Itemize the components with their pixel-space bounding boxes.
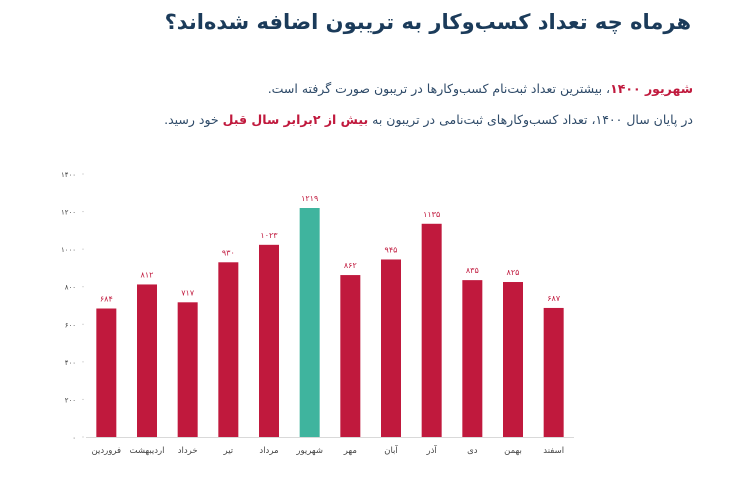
bar-value-label: ۸۲۵ [507, 268, 520, 277]
bar [381, 259, 401, 437]
y-tick-label: ۴۰۰ [65, 359, 76, 367]
y-tick-label: ۲۰۰ [65, 396, 76, 404]
x-tick-label: شهریور [295, 446, 323, 456]
bar-value-label: ۱۰۲۳ [260, 231, 278, 240]
note-line-2: در پایان سال ۱۴۰۰، تعداد کسب‌وکارهای ثبت… [164, 112, 693, 127]
bar-value-label: ۷۱۷ [181, 288, 195, 297]
y-tick-label: ۱۰۰۰ [61, 246, 76, 254]
note-line-1: شهریور ۱۴۰۰، بیشترین تعداد ثبت‌نام کسب‌و… [268, 81, 693, 96]
bar [462, 280, 483, 437]
bar [177, 302, 198, 437]
bar [259, 244, 279, 437]
bar [218, 262, 239, 437]
x-tick-label: بهمن [504, 446, 522, 456]
bar-value-label: ۹۳۰ [222, 248, 235, 257]
x-tick-label: فروردین [92, 446, 122, 456]
note-2-text-start: در پایان سال ۱۴۰۰، تعداد کسب‌وکارهای ثبت… [372, 112, 693, 127]
note-1-text: ، بیشترین تعداد ثبت‌نام کسب‌وکارها در تر… [267, 81, 611, 96]
x-tick-label: اردیبهشت [129, 446, 164, 456]
bar [137, 284, 157, 437]
x-tick-label: دی [467, 446, 478, 456]
bar [421, 223, 442, 437]
bar-value-label: ۶۸۴ [100, 295, 113, 304]
bar-value-label: ۶۸۷ [547, 294, 561, 303]
y-tick-label: ۰ [72, 434, 76, 442]
x-tick-label: آذر [426, 444, 438, 456]
bar [543, 307, 564, 437]
note-2-text-end: خود رسید. [164, 112, 219, 127]
note-2-highlight: بیش از ۲برابر سال قبل [222, 112, 369, 127]
bar-value-label: ۹۴۵ [385, 245, 398, 254]
bar-value-label: ۸۱۲ [141, 270, 154, 279]
page-title: هرماه چه تعداد کسب‌وکار به تریبون اضافه … [164, 10, 691, 34]
y-tick-label: ۱۲۰۰ [61, 209, 76, 217]
bar [299, 208, 320, 437]
x-tick-label: مرداد [259, 446, 278, 456]
bar [96, 308, 117, 437]
x-tick-label: مهر [343, 446, 357, 456]
bar [340, 275, 361, 437]
y-tick-label: ۶۰۰ [65, 321, 76, 329]
bar-value-label: ۱۲۱۹ [301, 194, 318, 203]
x-tick-label: خرداد [178, 446, 198, 456]
x-tick-label: اسفند [543, 446, 564, 456]
bar-value-label: ۸۶۲ [344, 261, 357, 270]
x-tick-label: آبان [384, 444, 398, 456]
x-tick-label: تیر [223, 446, 234, 456]
y-tick-label: ۱۴۰۰ [61, 171, 76, 179]
bar-value-label: ۱۱۳۵ [423, 210, 440, 219]
bar [503, 282, 523, 437]
note-1-highlight: شهریور ۱۴۰۰ [610, 81, 693, 96]
y-tick-label: ۸۰۰ [65, 284, 76, 292]
bar-value-label: ۸۳۵ [466, 266, 479, 275]
